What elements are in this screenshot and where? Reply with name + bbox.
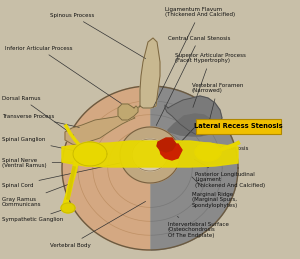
Polygon shape xyxy=(165,96,222,135)
Polygon shape xyxy=(65,116,135,146)
Text: Spinal Nerve
(Ventral Ramus): Spinal Nerve (Ventral Ramus) xyxy=(2,157,77,168)
Polygon shape xyxy=(160,144,182,160)
Text: Sympathetic Ganglion: Sympathetic Ganglion xyxy=(2,209,65,222)
Text: Posterior Longitudinal
Ligament
(Thickened And Calcified): Posterior Longitudinal Ligament (Thicken… xyxy=(194,159,265,188)
Text: Spinal Ganglion: Spinal Ganglion xyxy=(2,138,87,153)
Polygon shape xyxy=(62,86,150,250)
Text: Central Canal Stenosis: Central Canal Stenosis xyxy=(156,35,230,126)
Text: Spinal Cord: Spinal Cord xyxy=(2,157,145,188)
Ellipse shape xyxy=(195,143,221,161)
Polygon shape xyxy=(138,38,160,108)
Polygon shape xyxy=(132,139,168,171)
FancyBboxPatch shape xyxy=(196,119,280,133)
Text: Vertebral Body: Vertebral Body xyxy=(50,202,146,248)
Polygon shape xyxy=(62,141,238,167)
Polygon shape xyxy=(168,114,215,136)
Text: Vertebral Foramen
(Narrowed): Vertebral Foramen (Narrowed) xyxy=(192,83,243,123)
Text: Lateral Recess Stenosis: Lateral Recess Stenosis xyxy=(194,123,282,129)
Polygon shape xyxy=(157,138,176,152)
Polygon shape xyxy=(120,127,180,183)
Text: Spinous Process: Spinous Process xyxy=(50,12,146,59)
Text: Inferior Articular Process: Inferior Articular Process xyxy=(5,46,126,106)
Text: Intervertebral Surface
(Osteochondrosis
Of The Endplate): Intervertebral Surface (Osteochondrosis … xyxy=(168,217,229,238)
Polygon shape xyxy=(118,104,138,120)
Text: Dorsal Ramus: Dorsal Ramus xyxy=(2,96,74,135)
Text: Gray Ramus
Communicans: Gray Ramus Communicans xyxy=(2,184,69,207)
Text: Transverse Process: Transverse Process xyxy=(2,113,79,127)
Ellipse shape xyxy=(61,203,75,213)
Ellipse shape xyxy=(73,142,107,166)
Polygon shape xyxy=(150,86,238,250)
Text: Ligamentum Flavum
(Thickened And Calcified): Ligamentum Flavum (Thickened And Calcifi… xyxy=(153,6,235,107)
Text: Superior Articular Process
(Facet Hypertrophy): Superior Articular Process (Facet Hypert… xyxy=(175,53,246,107)
Text: Marginal Ridge
(Marginal Spurs,
Spondylophytes): Marginal Ridge (Marginal Spurs, Spondylo… xyxy=(192,177,238,208)
Text: Foraminal Stenosis: Foraminal Stenosis xyxy=(196,146,248,150)
